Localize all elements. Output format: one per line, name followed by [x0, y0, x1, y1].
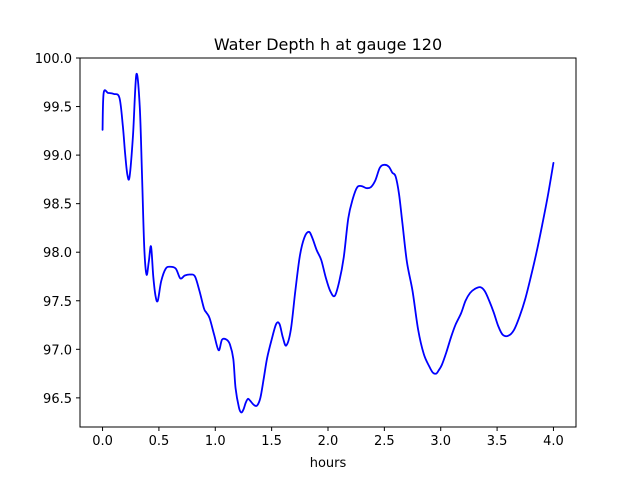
x-tick-label: 3.5: [487, 434, 508, 449]
x-tick-label: 2.5: [374, 434, 395, 449]
y-tick-label: 97.5: [43, 295, 72, 310]
plot-area: [101, 72, 555, 414]
x-axis: 0.0 0.5 1.0 1.5 2.0 2.5 3.0 3.5 4.0: [92, 427, 564, 449]
y-tick-label: 100.0: [35, 52, 72, 67]
series-line: [101, 72, 555, 414]
y-tick-label: 97.0: [43, 343, 72, 358]
y-axis: 96.5 97.0 97.5 98.0 98.5 99.0 99.5 100.0: [35, 52, 80, 407]
y-tick-label: 98.0: [43, 246, 72, 261]
y-tick-label: 96.5: [43, 392, 72, 407]
y-tick-label: 98.5: [43, 198, 72, 213]
x-tick-label: 1.0: [205, 434, 226, 449]
x-axis-label: hours: [310, 456, 347, 471]
x-tick-label: 1.5: [261, 434, 282, 449]
x-tick-label: 4.0: [543, 434, 564, 449]
x-tick-label: 0.5: [149, 434, 170, 449]
y-tick-label: 99.0: [43, 149, 72, 164]
x-tick-label: 2.0: [318, 434, 339, 449]
x-tick-label: 0.0: [92, 434, 113, 449]
y-tick-label: 99.5: [43, 101, 72, 116]
x-tick-label: 3.0: [430, 434, 451, 449]
chart-title: Water Depth h at gauge 120: [214, 35, 442, 54]
